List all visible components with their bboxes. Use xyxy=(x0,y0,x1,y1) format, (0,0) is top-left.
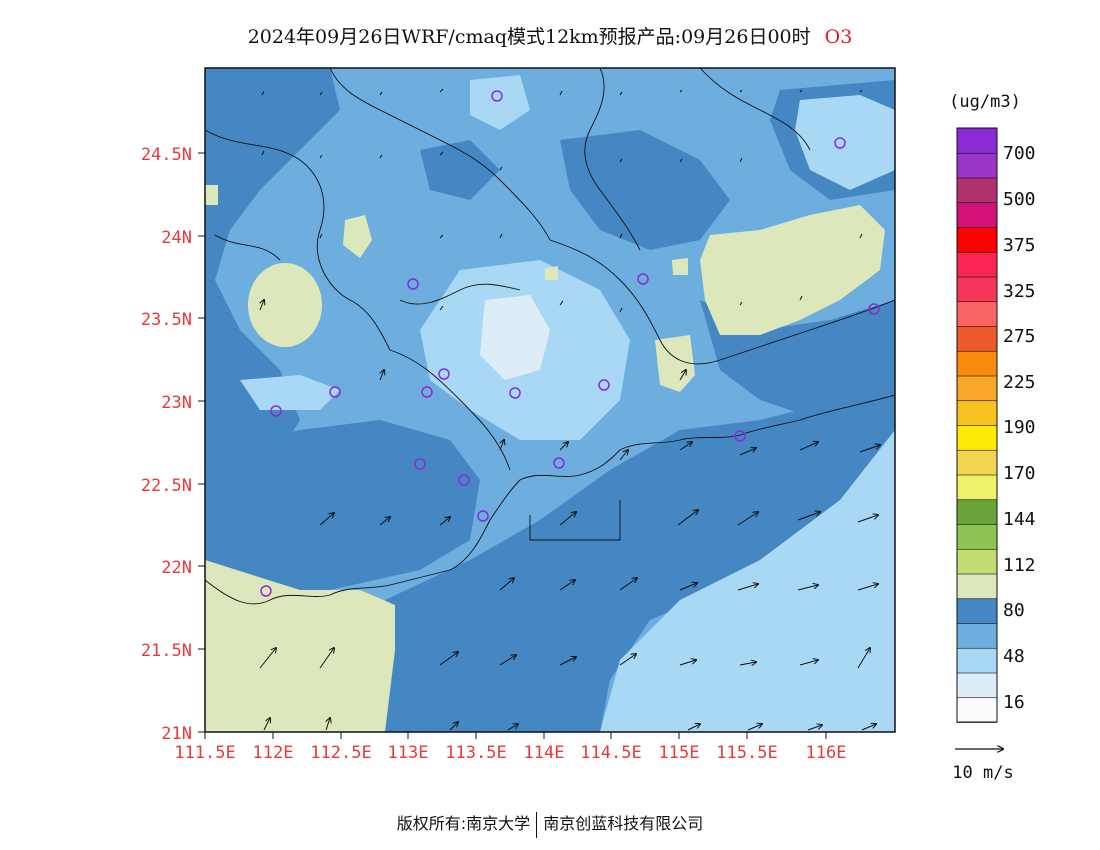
title-text: 2024年09月26日WRF/cmaq模式12km预报产品:09月26日00时 xyxy=(247,26,811,48)
legend-swatch xyxy=(956,350,998,377)
reference-wind-label: 10 m/s xyxy=(952,763,1013,783)
legend-level: 144 xyxy=(1003,509,1036,530)
wind-vectors xyxy=(260,300,880,731)
legend-swatch xyxy=(956,573,998,600)
field-green-small xyxy=(343,215,372,258)
legend-level: 112 xyxy=(1003,555,1036,576)
legend-swatch xyxy=(956,375,998,402)
ozone-field xyxy=(205,68,895,732)
footer-right: 南京创蓝科技有限公司 xyxy=(543,814,704,833)
lat-ticks xyxy=(198,152,205,733)
field-green-east2 xyxy=(655,335,695,392)
map-title: 2024年09月26日WRF/cmaq模式12km预报产品:09月26日00时 O… xyxy=(0,22,1100,49)
legend-level: 275 xyxy=(1003,326,1036,347)
legend-level: 16 xyxy=(1003,692,1025,713)
legend-frame xyxy=(956,127,998,723)
legend-swatch xyxy=(956,672,998,699)
legend-swatch xyxy=(956,325,998,352)
lon-axis: 111.5E 112E 112.5E 113E 113.5E 114E 114.… xyxy=(174,743,846,763)
footer-separator xyxy=(536,811,538,838)
lat-label: 23N xyxy=(161,393,192,413)
legend-level: 325 xyxy=(1003,281,1036,302)
legend-swatch xyxy=(956,523,998,550)
wind-ticks xyxy=(261,88,863,313)
legend-swatch xyxy=(956,177,998,204)
legend-swatch xyxy=(956,647,998,674)
field-light-north xyxy=(470,75,530,130)
legend-level: 48 xyxy=(1003,646,1025,667)
legend-level: 700 xyxy=(1003,143,1036,164)
lat-label: 24N xyxy=(161,228,192,248)
legend-unit: (ug/m3) xyxy=(949,92,1021,112)
field-dark-coast xyxy=(385,380,895,732)
field-dark-southwest xyxy=(205,420,480,600)
legend-level: 80 xyxy=(1003,600,1025,621)
field-green-west xyxy=(248,263,322,347)
legend-swatch xyxy=(956,399,998,426)
lat-axis: 24.5N 24N 23.5N 23N 22.5N 22N 21.5N 21N xyxy=(141,145,192,744)
legend-swatch xyxy=(956,474,998,501)
lon-label: 115.5E xyxy=(716,743,777,763)
legend-swatch xyxy=(956,424,998,451)
lon-label: 111.5E xyxy=(174,743,235,763)
lat-label: 21.5N xyxy=(141,641,192,661)
lat-label: 24.5N xyxy=(141,145,192,165)
legend-swatch xyxy=(956,152,998,179)
legend-swatch xyxy=(956,276,998,303)
lat-label: 23.5N xyxy=(141,310,192,330)
field-green-mini xyxy=(545,266,558,280)
legend-swatch xyxy=(956,548,998,575)
field-dark-north xyxy=(560,130,730,250)
legend-swatch xyxy=(956,696,998,723)
legend-colorbar xyxy=(956,127,998,723)
lon-label: 113.5E xyxy=(445,743,506,763)
field-light-sea xyxy=(600,430,895,732)
legend-level: 500 xyxy=(1003,189,1036,210)
lon-label: 116E xyxy=(806,743,847,763)
lat-label: 22N xyxy=(161,558,192,578)
map-frame xyxy=(204,67,896,733)
lon-label: 112E xyxy=(253,743,294,763)
lon-label: 115E xyxy=(659,743,700,763)
lon-label: 114E xyxy=(524,743,565,763)
coastline-boundaries xyxy=(205,68,895,605)
field-green-east xyxy=(700,205,885,335)
station-markers xyxy=(260,90,880,597)
legend-level: 190 xyxy=(1003,417,1036,438)
copyright-footer: 版权所有:南京大学 南京创蓝科技有限公司 xyxy=(0,810,1100,838)
field-dark-west xyxy=(205,68,340,560)
lat-label: 22.5N xyxy=(141,476,192,496)
lon-label: 112.5E xyxy=(310,743,371,763)
lat-label: 21N xyxy=(161,724,192,744)
legend-swatch xyxy=(956,201,998,228)
legend-swatch xyxy=(956,127,998,154)
lon-ticks xyxy=(204,732,827,739)
legend-level: 225 xyxy=(1003,372,1036,393)
legend-swatch xyxy=(956,251,998,278)
species-label: O3 xyxy=(824,26,853,48)
field-green-east3 xyxy=(672,258,688,275)
legend-swatch xyxy=(956,622,998,649)
legend-swatch xyxy=(956,597,998,624)
legend-levels: 700 500 375 325 275 225 190 170 144 112 … xyxy=(1003,143,1036,713)
legend-swatch xyxy=(956,498,998,525)
field-lightest xyxy=(480,295,550,380)
legend-swatch xyxy=(956,449,998,476)
legend-level: 375 xyxy=(1003,235,1036,256)
footer-left: 版权所有:南京大学 xyxy=(396,814,531,833)
lon-label: 113E xyxy=(388,743,429,763)
legend-swatch xyxy=(956,226,998,253)
lon-label: 114.5E xyxy=(580,743,641,763)
legend-level: 170 xyxy=(1003,463,1036,484)
field-light-west xyxy=(240,375,340,410)
legend-swatch xyxy=(956,300,998,327)
field-green-sw xyxy=(205,560,395,732)
field-green-edge xyxy=(205,185,218,205)
